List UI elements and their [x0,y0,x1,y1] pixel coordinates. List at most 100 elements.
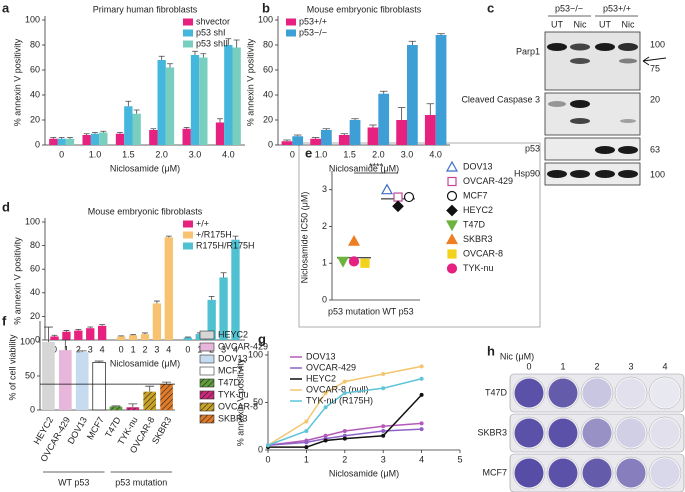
legend-label: p53−/− [299,27,327,37]
bar [182,128,191,145]
legend-swatch [183,220,193,228]
point [304,419,309,424]
bar [97,325,107,340]
point [304,429,309,433]
dose-label: 1 [560,361,565,371]
error-bar [58,137,65,139]
error-bar [128,403,138,408]
bar [128,335,138,340]
band [595,146,615,154]
group-label: p53 mutation [115,477,167,487]
bands [547,43,638,178]
band [570,170,590,178]
legend-label: HEYC2 [306,373,336,383]
legend-swatch [183,29,193,37]
legend-swatch [199,378,215,388]
x-tick-label: 1.5 [343,149,356,159]
error-bar [232,235,239,240]
y-tick-label: 3 [322,184,327,194]
x-tick-label: 2.0 [155,149,168,159]
error-bar [150,128,157,130]
band [595,170,615,178]
bar [86,328,95,340]
mw-marker: 100 [650,169,665,179]
point [381,424,386,429]
point [323,438,328,443]
error-bar [200,53,207,58]
error-bar [51,334,58,337]
y-tick-label: 1 [322,258,327,268]
bar [99,132,108,145]
bar [42,342,55,410]
chart-title: Mouse embryonic fibroblasts [88,206,203,216]
blot-group: p53+/+ [603,3,631,13]
protein-label: Parp1 [516,46,540,56]
x-tick-label: 1.0 [315,149,328,159]
band [570,58,590,64]
point [392,200,404,213]
error-bar [233,39,240,48]
panel-frame [298,142,541,328]
error-bar [75,328,82,331]
well-stain [548,378,578,408]
well-stain [514,378,544,408]
error-bar [63,330,70,332]
legend-label: p53+/+ [299,16,327,26]
row-label: SKBR3 [477,427,507,437]
x-tick-label: 3 [221,344,226,354]
legend-label: MCF7 [218,365,243,375]
well-stain [582,458,612,488]
y-tick-label: 2 [322,221,327,231]
x-tick-label: 3.0 [401,149,414,159]
well-stain [514,418,544,448]
error-bar [87,326,94,329]
lane-label: Nic [574,19,587,29]
y-tick-label: 100 [25,216,40,226]
x-tick-label: 2.0 [372,149,385,159]
x-tick-label: 4 [166,344,171,354]
well [648,456,682,490]
well [580,376,614,410]
bar [152,303,162,340]
bar [50,336,59,340]
legend-swatch [199,390,215,400]
error-bar [77,350,87,353]
well-stain [582,418,612,448]
point [342,379,347,384]
y-tick-label: 60 [30,64,40,74]
legend-swatch [286,18,296,26]
point [304,445,309,450]
band [547,43,567,51]
x-tick-label: MCF7 [85,415,106,441]
bar [65,138,75,145]
legend-label: DOV13 [463,161,493,171]
point [419,364,424,369]
point [393,192,403,202]
band [570,43,590,51]
error-bar [44,326,53,342]
y-tick-label: 80 [30,39,40,49]
lane-label: UT [599,19,611,29]
point [323,405,328,410]
y-tick-label: 40 [30,89,40,99]
well-stain [650,418,680,448]
y-tick-label: 100 [25,14,40,24]
error-bar [437,33,445,35]
x-tick-label: 0 [290,149,295,159]
legend-swatch [199,414,215,424]
x-tick-label: 1.0 [89,149,102,159]
x-tick-label: 4.0 [429,149,442,159]
panel-label: e [305,145,312,160]
error-bar [145,385,155,392]
legend-swatch [199,354,215,364]
point [381,429,386,433]
well-stain [616,458,646,488]
x-tick-label: 3 [88,344,93,354]
row-label: MCF7 [483,467,508,477]
point [419,376,424,381]
x-tick-label: 5 [457,454,462,464]
dose-label: 0 [526,361,531,371]
point [342,436,347,441]
point [419,392,424,397]
error-bar [67,137,73,139]
